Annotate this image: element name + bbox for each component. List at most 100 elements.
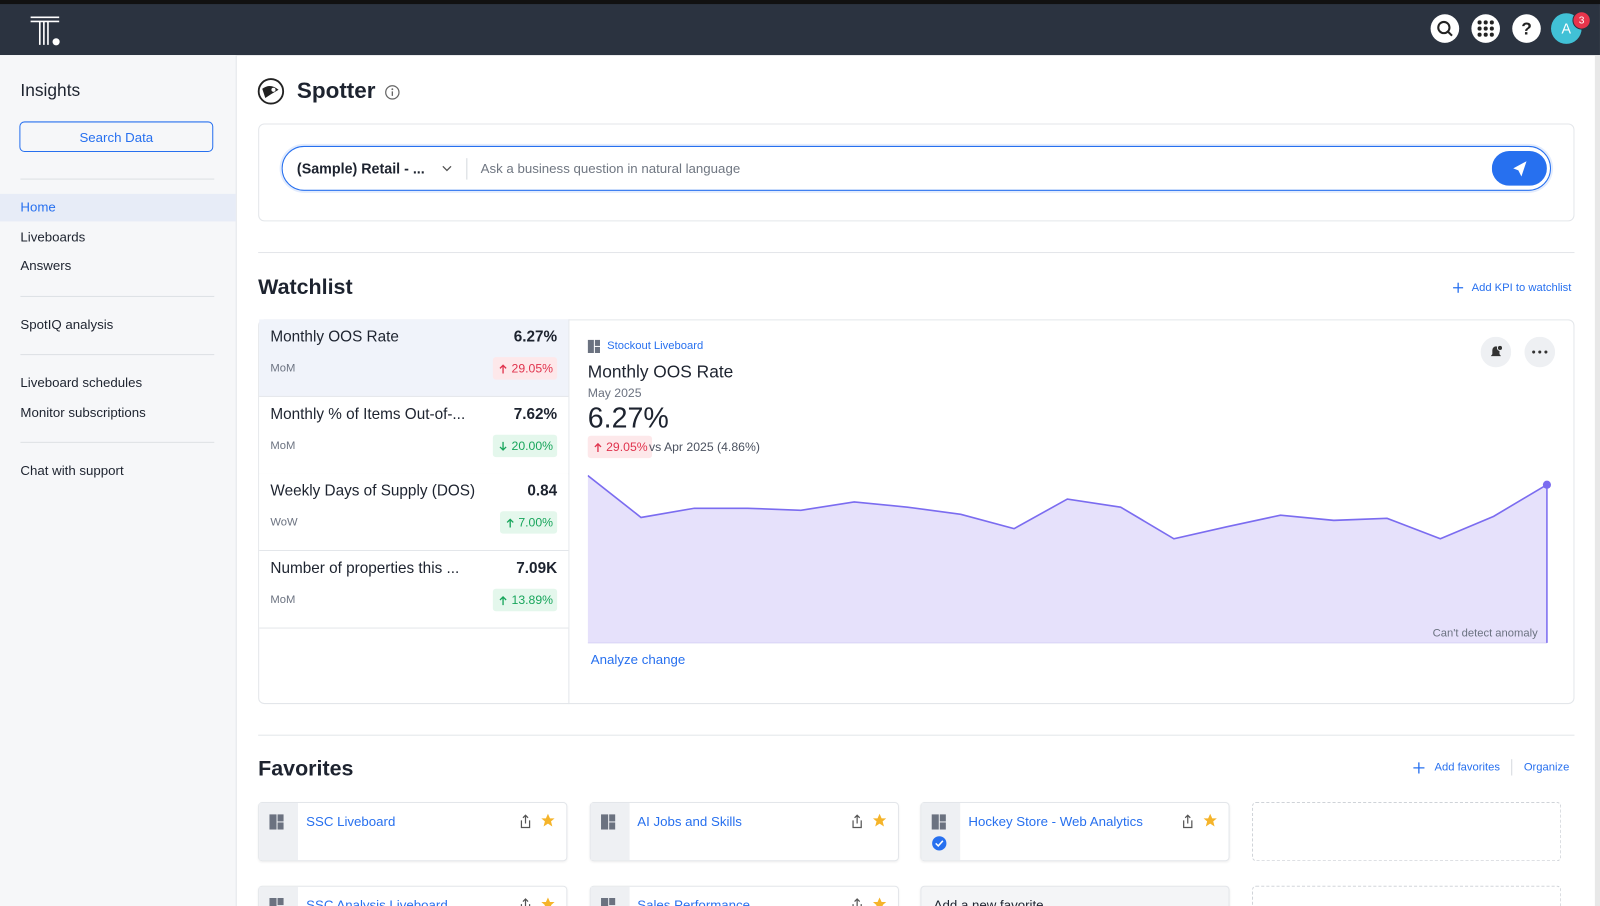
favorite-title[interactable]: Sales Performance: [637, 897, 750, 906]
empty-favorite-slot: [1252, 802, 1561, 861]
star-icon[interactable]: [872, 813, 886, 827]
divider: [20, 295, 214, 296]
kpi-value: 0.84: [527, 483, 557, 500]
nav-item[interactable]: Home: [20, 199, 55, 214]
empty-favorite-slot: [1252, 886, 1561, 906]
query-input[interactable]: [282, 146, 1551, 191]
anomaly-note: Can't detect anomaly: [1433, 628, 1538, 640]
kpi-big-value: 6.27%: [588, 402, 669, 435]
kpi-value: 6.27%: [514, 328, 557, 345]
send-button[interactable]: [1492, 151, 1547, 186]
change-badge: 7.00%: [500, 512, 557, 534]
plus-icon: [1453, 283, 1463, 293]
star-icon[interactable]: [541, 813, 555, 827]
liveboard-link[interactable]: Stockout Liveboard: [607, 340, 703, 352]
favorite-card[interactable]: [589, 802, 898, 861]
change-value: 13.89%: [512, 593, 554, 607]
card-icon-strip: [921, 803, 960, 860]
trend-arrow: [498, 595, 508, 606]
nav-item[interactable]: Liveboard schedules: [20, 375, 142, 390]
plus-icon: [1413, 762, 1424, 773]
sidebar: [0, 55, 237, 906]
favorite-title[interactable]: Hockey Store - Web Analytics: [968, 814, 1142, 829]
share-icon[interactable]: [851, 814, 863, 828]
liveboard-icon: [588, 340, 600, 353]
organize-link[interactable]: Organize: [1524, 761, 1570, 773]
add-favorite-text: Add a new favorite: [934, 897, 1044, 906]
logo[interactable]: [29, 14, 64, 49]
more-button[interactable]: [1524, 337, 1555, 368]
kpi-value: 7.09K: [516, 560, 557, 577]
liveboard-icon: [601, 898, 615, 906]
favorite-card[interactable]: [258, 802, 567, 861]
section-divider: [258, 252, 1574, 253]
favorite-title[interactable]: AI Jobs and Skills: [637, 814, 742, 829]
query-placeholder: Ask a business question in natural langu…: [481, 161, 741, 176]
input-divider: [466, 158, 467, 179]
area: [588, 476, 1547, 643]
liveboard-icon: [269, 898, 283, 906]
sidebar-title: Insights: [20, 81, 80, 101]
kpi-name: Monthly % of Items Out-of-...: [270, 405, 465, 422]
kpi-name: Monthly OOS Rate: [270, 328, 398, 345]
kpi-name: Weekly Days of Supply (DOS): [270, 483, 475, 500]
section-title: Watchlist: [258, 276, 352, 300]
share-icon[interactable]: [851, 898, 863, 906]
change-badge: 29.05%: [493, 357, 557, 379]
latest-point: [1543, 481, 1551, 489]
search-data-button[interactable]: Search Data: [19, 121, 213, 152]
change-value: 7.00%: [518, 516, 553, 530]
notification-badge: 3: [1572, 11, 1590, 29]
nav-item[interactable]: Monitor subscriptions: [20, 404, 145, 419]
trend-arrow: [593, 442, 603, 453]
trend-chart: [588, 469, 1552, 645]
kpi-date: May 2025: [588, 386, 642, 400]
divider: [20, 179, 214, 180]
add-kpi-link[interactable]: Add KPI to watchlist: [1472, 282, 1572, 294]
alert-button[interactable]: [1481, 337, 1512, 368]
verified-icon: [932, 836, 947, 851]
liveboard-icon: [932, 814, 946, 829]
help-button[interactable]: ?: [1511, 13, 1542, 44]
apps-button[interactable]: [1470, 13, 1501, 44]
trend-arrow: [505, 518, 515, 529]
svg-text:?: ?: [1521, 19, 1532, 39]
star-icon[interactable]: [872, 897, 886, 906]
search-button[interactable]: [1430, 13, 1461, 44]
section-divider: [258, 735, 1574, 736]
kpi-period: MoM: [270, 594, 295, 606]
scrollbar: [1595, 55, 1600, 906]
spotter-icon: [257, 78, 285, 106]
card-icon-strip: [590, 803, 629, 860]
change-badge: 13.89%: [493, 589, 557, 611]
liveboard-icon: [601, 814, 615, 829]
add-favorites-link[interactable]: Add favorites: [1434, 761, 1500, 773]
change-badge: 29.05%: [588, 436, 652, 458]
kpi-period: MoM: [270, 362, 295, 374]
share-icon[interactable]: [1182, 814, 1194, 828]
favorite-title[interactable]: SSC Analysis Liveboard: [306, 897, 448, 906]
trend-arrow: [498, 363, 508, 374]
analyze-change-link[interactable]: Analyze change: [591, 652, 685, 667]
change-value: 20.00%: [512, 438, 554, 452]
star-icon[interactable]: [1203, 813, 1217, 827]
liveboard-icon: [269, 814, 283, 829]
page-title: Spotter: [297, 78, 376, 105]
nav-item[interactable]: Chat with support: [20, 463, 123, 478]
data-source-select[interactable]: (Sample) Retail - ...: [297, 160, 425, 176]
favorite-title[interactable]: SSC Liveboard: [306, 814, 395, 829]
nav-item[interactable]: Liveboards: [20, 229, 85, 244]
link-divider: [1511, 759, 1512, 775]
kpi-title: Monthly OOS Rate: [588, 362, 734, 382]
divider: [20, 354, 214, 355]
favorite-card[interactable]: [920, 802, 1229, 861]
nav-item[interactable]: Answers: [20, 258, 71, 273]
star-icon[interactable]: [541, 897, 555, 906]
section-title: Favorites: [258, 757, 353, 781]
share-icon[interactable]: [519, 814, 531, 828]
card-icon-strip: [259, 803, 298, 860]
share-icon[interactable]: [519, 898, 531, 906]
nav-item[interactable]: SpotIQ analysis: [20, 316, 113, 331]
change-badge: 20.00%: [493, 434, 557, 456]
